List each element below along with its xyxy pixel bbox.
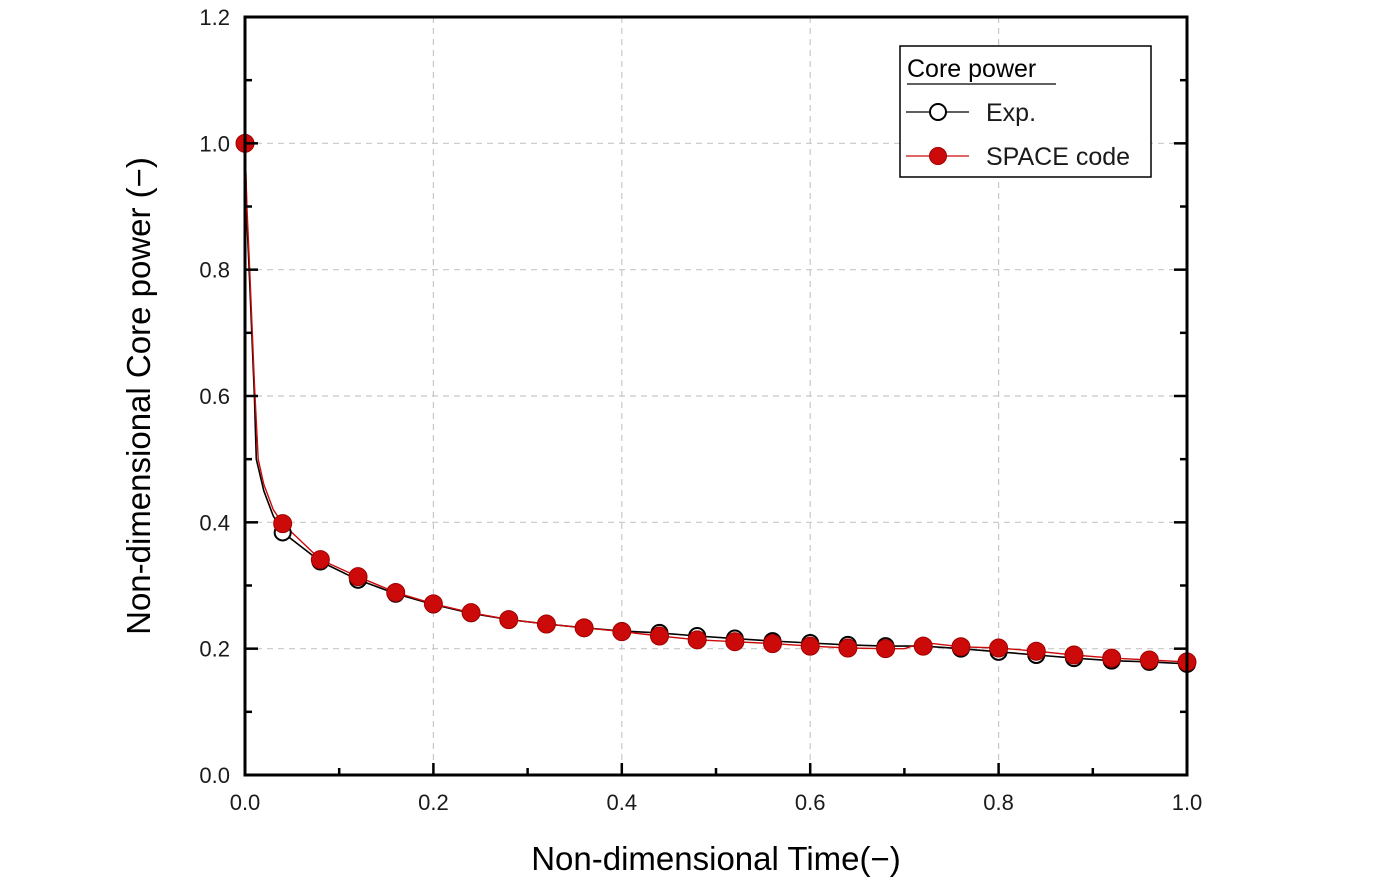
x-tick-label: 0.0 [230, 790, 261, 815]
y-tick-label: 1.2 [199, 5, 230, 30]
series-line-exp [244, 143, 1188, 665]
x-tick-label: 0.6 [795, 790, 826, 815]
data-point-space-code [1026, 641, 1046, 661]
legend-title: Core power [907, 55, 1036, 83]
y-tick-label: 0.0 [199, 763, 230, 788]
data-point-space-code [951, 637, 971, 657]
y-tick-label: 0.6 [199, 384, 230, 409]
data-point-space-code [1139, 650, 1159, 670]
data-point-space-code [461, 603, 481, 623]
data-point-space-code [310, 550, 330, 570]
data-point-space-code [725, 632, 745, 652]
legend-exp-label: Exp. [986, 99, 1036, 127]
data-point-space-code [612, 622, 632, 642]
x-tick-label: 0.4 [607, 790, 638, 815]
tick-labels: 0.0 0.2 0.4 0.6 0.8 1.0 0.0 0.2 0.4 0.6 0.8 1.0 1.2 [199, 5, 1202, 815]
data-point-space-code [649, 626, 669, 646]
data-point-space-code [499, 610, 519, 630]
data-point-space-code [989, 638, 1009, 658]
data-point-space-code [273, 514, 293, 534]
y-tick-label: 0.2 [199, 637, 230, 662]
data-point-space-code [348, 567, 368, 587]
data-point-space-code [574, 618, 594, 638]
series-line-space-code [244, 143, 1188, 663]
data-point-space-code [876, 639, 896, 659]
y-tick-label: 0.4 [199, 510, 230, 535]
y-axis-title: Non-dimensional Core power (−) [120, 157, 157, 635]
data-point-space-code [386, 582, 406, 602]
y-tick-label: 0.8 [199, 258, 230, 283]
legend-space-marker [929, 147, 947, 165]
data-point-space-code [800, 636, 820, 656]
data-point-space-code [838, 638, 858, 658]
x-tick-label: 0.8 [983, 790, 1014, 815]
data-point-space-code [536, 614, 556, 634]
legend: Core power Exp. SPACE code [899, 45, 1152, 178]
legend-exp-marker [929, 103, 947, 121]
y-tick-label: 1.0 [199, 131, 230, 156]
data-point-space-code [1064, 645, 1084, 665]
x-tick-label: 1.0 [1172, 790, 1203, 815]
data-point-space-code [1102, 648, 1122, 668]
legend-space-label: SPACE code [986, 143, 1130, 171]
x-tick-label: 0.2 [418, 790, 449, 815]
series-layer [235, 133, 1197, 673]
data-point-space-code [763, 634, 783, 654]
data-point-space-code [913, 636, 933, 656]
data-point-space-code [687, 630, 707, 650]
axes [243, 15, 1189, 777]
data-point-space-code [423, 594, 443, 614]
x-axis-title: Non-dimensional Time(−) [531, 840, 901, 877]
